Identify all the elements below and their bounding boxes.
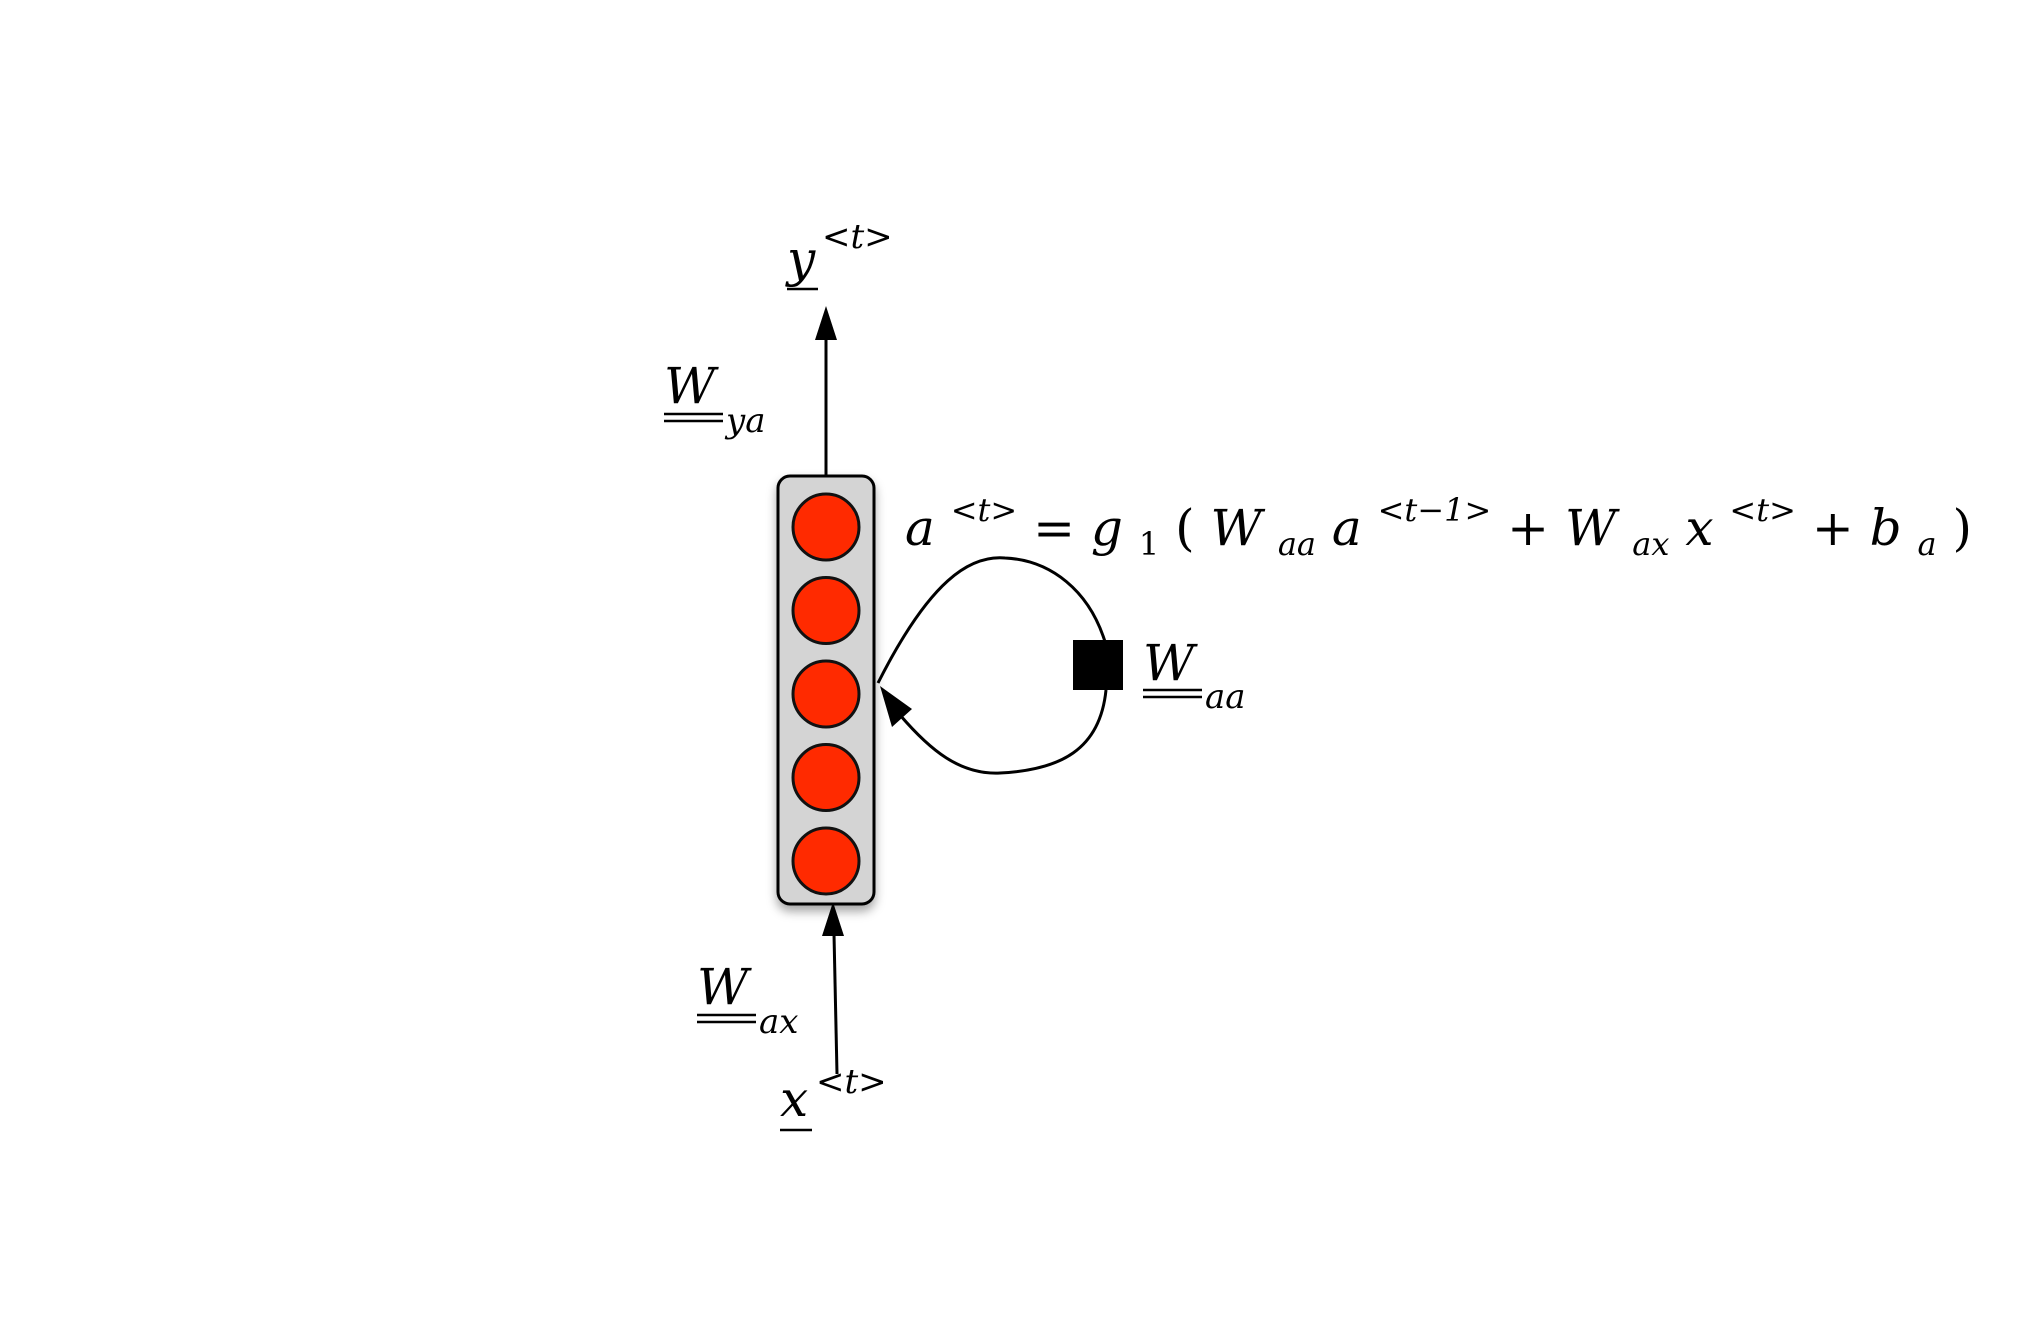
neuron-5 [791, 826, 861, 896]
w-ax-sub: ax [759, 1002, 798, 1042]
w-aa-sub: aa [1205, 677, 1246, 717]
eq-w2-sub: ax [1632, 525, 1669, 563]
neuron-3 [791, 659, 861, 729]
neuron-4 [791, 743, 861, 812]
w-aa-base: W [1143, 634, 1198, 692]
eq-b: b [1870, 499, 1902, 557]
recurrent-loop-upper [876, 556, 1108, 684]
eq-equals: = [1033, 499, 1091, 557]
eq-plus-1: + [1507, 499, 1565, 557]
eq-b-sub: a [1918, 525, 1937, 563]
w-aa-label: W aa [1143, 634, 1246, 717]
eq-a-prev-sup: <t−1> [1378, 491, 1492, 529]
w-ya-base: W [664, 357, 719, 415]
input-label-sup: <t> [816, 1062, 887, 1102]
eq-a-sup: <t> [951, 491, 1017, 529]
eq-g-sub: 1 [1139, 525, 1159, 563]
eq-open-paren: ( [1175, 499, 1195, 557]
eq-w2: W [1565, 499, 1620, 557]
neuron-1 [791, 492, 861, 562]
output-label: y <t> [785, 217, 893, 291]
input-label-base: x [780, 1070, 808, 1128]
eq-close-paren: ) [1953, 499, 1973, 557]
eq-a: a [905, 499, 935, 557]
eq-plus-2: + [1812, 499, 1870, 557]
output-label-sup: <t> [822, 217, 893, 257]
eq-x-sup: <t> [1729, 491, 1795, 529]
input-arrow-line [832, 933, 839, 1075]
output-arrow-head [815, 306, 837, 340]
neuron-group [791, 492, 861, 896]
eq-w1: W [1211, 499, 1266, 557]
input-label: x <t> [780, 1062, 887, 1132]
recurrent-arrow-head [880, 686, 912, 727]
eq-w1-sub: aa [1278, 525, 1316, 563]
eq-x: x [1685, 499, 1713, 557]
w-ax-base: W [697, 958, 752, 1016]
w-ax-label: W ax [697, 958, 798, 1042]
weight-node-square [1073, 640, 1123, 690]
neuron-2 [791, 576, 861, 645]
update-equation: a <t> = g 1 ( W aa a <t−1> + W ax x <t> … [905, 475, 1972, 567]
eq-g: g [1091, 499, 1123, 557]
input-arrow-head [822, 902, 844, 936]
w-ya-sub: ya [724, 401, 765, 441]
w-ya-label: W ya [664, 357, 765, 441]
output-label-base: y [785, 230, 816, 288]
recurrent-loop-lower [898, 689, 1108, 775]
eq-a-prev: a [1332, 499, 1362, 557]
